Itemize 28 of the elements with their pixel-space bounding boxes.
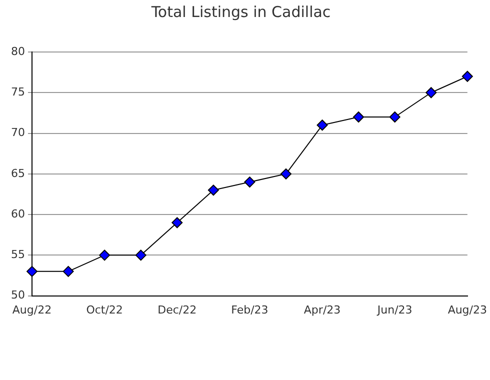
x-tick-label: Oct/22 [86,303,123,316]
point [426,87,437,98]
x-tick-label: Dec/22 [158,303,197,316]
y-tick-label: 50 [10,288,25,302]
x-tick-label: Aug/23 [448,303,488,316]
point [244,176,256,188]
point [135,250,146,261]
x-tick-label: Apr/23 [304,303,341,316]
x-tick-label: Feb/23 [231,303,268,316]
y-tick-label: 60 [10,207,25,220]
point [26,266,38,277]
y-tick-label: 70 [10,126,25,140]
point [280,168,292,180]
x-tick-label: Jun/23 [376,303,412,316]
y-tick-label: 80 [10,44,25,58]
chart-title: Total Listings in Cadillac [150,2,331,21]
point [316,120,328,131]
x-tick-label: Aug/22 [12,303,52,316]
point [172,217,183,228]
y-tick-label: 75 [10,85,25,98]
point [208,184,219,196]
point [62,266,74,277]
point [99,250,110,261]
point [462,70,473,82]
point [389,112,400,123]
y-tick-label: 65 [10,166,25,180]
point [353,112,364,123]
y-tick-label: 55 [10,248,25,262]
